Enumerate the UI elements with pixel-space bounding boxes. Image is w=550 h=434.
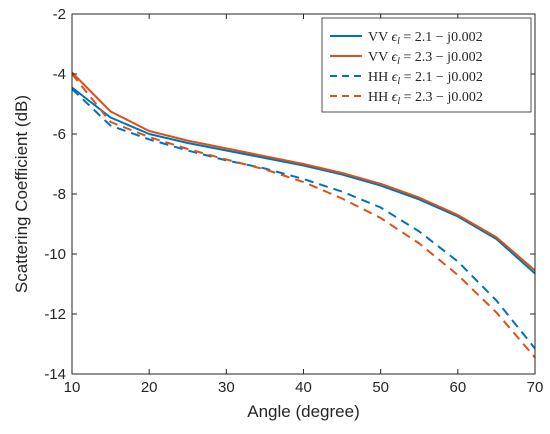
x-tick-label: 40 bbox=[295, 379, 312, 396]
legend-label-1: VV ϵl = 2.1 − j0.002 bbox=[368, 30, 483, 47]
y-tick-label: -8 bbox=[53, 186, 66, 203]
x-tick-label: 30 bbox=[218, 379, 235, 396]
x-tick-label: 70 bbox=[527, 379, 544, 396]
ticks-layer: 10 20 30 40 50 60 70 -14 -12 -10 -8 -6 -4 -2 bbox=[44, 6, 543, 396]
plot-frame bbox=[71, 13, 536, 375]
x-tick-label: 10 bbox=[64, 379, 81, 396]
series-line-4 bbox=[71, 73, 536, 359]
x-tick-label: 60 bbox=[449, 379, 466, 396]
y-tick-label: -12 bbox=[44, 306, 66, 323]
series-layer bbox=[71, 71, 536, 359]
x-tick-label: 20 bbox=[141, 379, 158, 396]
y-axis-label: Scattering Coefficient (dB) bbox=[12, 95, 31, 293]
legend-label-4: HH ϵl = 2.3 − j0.002 bbox=[368, 90, 483, 107]
series-line-3 bbox=[71, 88, 536, 350]
series-line-2 bbox=[71, 71, 536, 272]
x-tick-label: 50 bbox=[372, 379, 389, 396]
legend-label-2: VV ϵl = 2.3 − j0.002 bbox=[368, 50, 483, 67]
y-tick-label: -14 bbox=[44, 366, 66, 383]
x-axis-label: Angle (degree) bbox=[247, 402, 359, 421]
series-line-1 bbox=[71, 86, 536, 275]
legend-label-3: HH ϵl = 2.1 − j0.002 bbox=[368, 70, 483, 87]
y-tick-label: -10 bbox=[44, 246, 66, 263]
y-tick-label: -4 bbox=[53, 66, 66, 83]
legend: VV ϵl = 2.1 − j0.002 VV ϵl = 2.3 − j0.002… bbox=[321, 17, 532, 113]
y-tick-label: -6 bbox=[53, 126, 66, 143]
y-tick-label: -2 bbox=[53, 6, 66, 23]
